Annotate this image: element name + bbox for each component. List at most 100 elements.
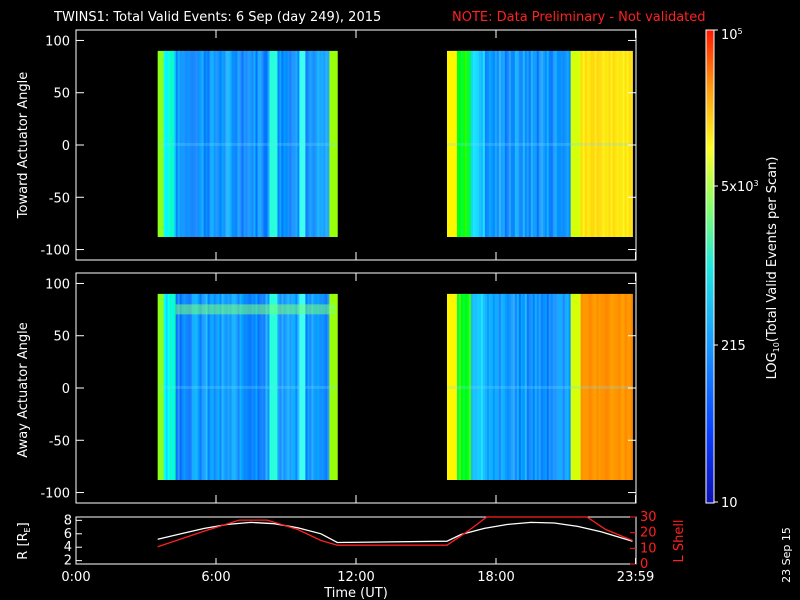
spectrogram-column [215,293,218,480]
spectrogram-column [253,50,256,237]
spectrogram-column [454,50,458,237]
spectrogram-column [447,50,450,237]
spectrogram-column [315,50,318,237]
spectrogram-column [494,293,498,480]
spectrogram-column [534,293,538,480]
colorbar-frame [705,29,715,504]
spectrogram-column [281,50,284,237]
spectrogram-column [490,50,494,237]
spectrogram-column [213,50,216,237]
spectrogram-column [231,293,234,480]
spectrogram-column [544,293,548,480]
spectrogram-column [177,50,181,237]
spectrogram-column [522,293,526,480]
spectrogram-column [484,293,488,480]
spectrogram-column [548,50,552,237]
spectrogram-column [562,50,566,237]
spectrogram-column [237,293,240,480]
spectrogram-column [169,293,173,480]
away-ylabel: Away Actuator Angle [16,322,31,457]
spectrogram-column [626,50,629,237]
lshell-line [157,516,633,548]
spectrogram-column [307,50,310,237]
spectrogram-column [568,293,572,480]
spectrogram-column [261,50,264,237]
spectrogram-column [484,50,488,237]
spectrogram-column [620,293,623,480]
spectrogram-column [171,293,175,480]
spectrogram-column [496,293,500,480]
spectrogram-column [536,50,540,237]
spectrogram-column [239,50,242,237]
spectrogram-column [231,50,234,237]
spectrogram-column [520,50,524,237]
spectrogram-column [590,293,593,480]
spectrogram-column [450,293,454,480]
spectrogram-column [482,50,486,237]
spectrogram-column [612,293,615,480]
spectrogram-column [195,50,198,237]
spectrogram-column [253,293,256,480]
spectrogram-column [616,293,619,480]
spectrogram-column [598,293,601,480]
spectrogram-column [530,50,534,237]
spectrogram-column [227,293,230,480]
spectrogram-column [331,50,334,237]
r-axis-label: R [RE] [16,522,32,559]
spectrogram-column [540,293,544,480]
spectrogram-column [249,50,252,237]
spectrogram-column [175,293,179,480]
spectrogram-column [277,50,280,237]
spectrogram-column [197,293,200,480]
toward-y-ticks: -100 -50 0 50 100 [40,34,636,259]
spectrogram-column [273,50,276,237]
spectrogram-column [592,50,595,237]
spectrogram-column [269,293,272,480]
spectrogram-column [281,293,284,480]
colorbar-label: LOG10(Total Valid Events per Scan) [765,157,781,380]
spectrogram-column [245,50,248,237]
spectrogram-column [175,50,179,237]
spectrogram-column [299,293,302,480]
spectrogram-column [289,50,292,237]
spectrogram-column [578,293,582,480]
spectrogram-column [470,50,474,237]
spectrogram-column [608,293,611,480]
spectrogram-column [576,293,580,480]
spectrogram-column [325,293,328,480]
spectrogram-column [624,293,627,480]
spectrogram-column [610,50,613,237]
spectrogram-column [540,50,544,237]
spectrogram-column [518,50,522,237]
spectrogram-column [504,293,508,480]
spectrogram-column [229,50,232,237]
spectrogram-column [247,293,250,480]
spectrogram-column [319,50,322,237]
spectrogram-column [271,293,274,480]
spectrogram-column [598,50,601,237]
spectrogram-column [277,293,280,480]
zero-angle-band [157,142,338,146]
spectrogram-column [460,293,464,480]
spectrogram-column [450,50,454,237]
spectrogram-column [580,50,584,237]
spectrogram-column [185,50,189,237]
time-tick-label: 0:00 [61,570,90,585]
spectrogram-column [183,50,187,237]
spectrogram-column [163,50,167,237]
spectrogram-column [550,50,554,237]
spectrogram-column [556,293,560,480]
spectrogram-column [279,50,282,237]
spectrogram-column [197,50,200,237]
spectrogram-column [307,293,310,480]
spectrogram-column [219,293,222,480]
spectrogram-column [207,50,210,237]
y-tick-label: -50 [49,191,70,206]
colorbar-gradient [706,30,714,503]
spectrogram-column [526,293,530,480]
spectrogram-column [542,50,546,237]
spectrogram-column [570,50,574,237]
spectrogram-column [572,50,576,237]
spectrogram-column [492,50,496,237]
